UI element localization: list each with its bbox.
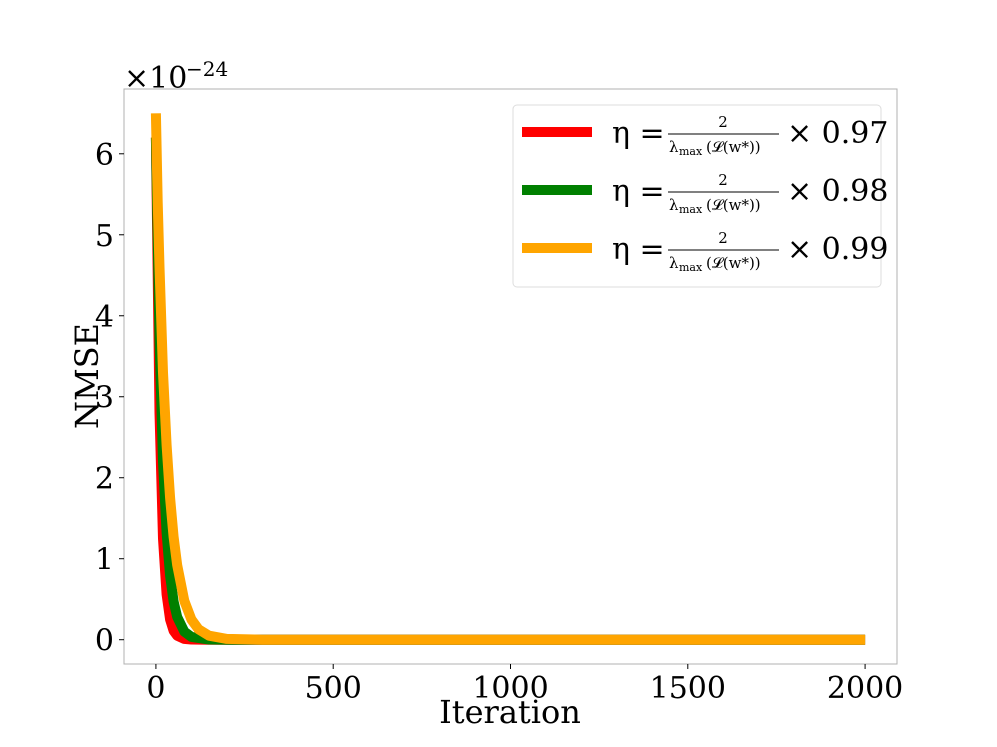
legend-factor: × 0.99: [787, 232, 888, 267]
y-axis-ticks: 0 1 2 3 4 5 6: [95, 138, 124, 659]
legend-lambda-subscript: max: [679, 203, 703, 216]
legend-eta: η =: [612, 174, 665, 209]
legend-entry-1: η = 2 λ max (𝓛(w*)) × 0.97: [522, 113, 888, 158]
legend-entries: η = 2λ max (𝓛(w*)) × 0.97η = 2λ max (𝓛(w*)) × 0.…: [522, 113, 888, 274]
y-tick-label: 1: [95, 543, 114, 578]
legend-argument: (𝓛(w*)): [706, 254, 761, 272]
legend-lambda: λ: [669, 138, 679, 156]
y-tick-label: 3: [95, 381, 114, 416]
legend: η = 2λ max (𝓛(w*)) × 0.97η = 2λ max (𝓛(w*)) × 0.…: [512, 104, 888, 288]
legend-entry-2: η = 2 λ max (𝓛(w*)) × 0.98: [522, 171, 888, 216]
legend-lambda-subscript: max: [679, 145, 703, 158]
y-axis-label: NMSE: [68, 323, 106, 429]
y-tick-label: 0: [95, 624, 114, 659]
legend-entry-3: η = 2 λ max (𝓛(w*)) × 0.99: [522, 229, 888, 274]
legend-eta: η =: [612, 232, 665, 267]
x-tick-label: 2000: [827, 671, 903, 706]
x-tick-label: 500: [305, 671, 362, 706]
y-tick-label: 5: [95, 219, 114, 254]
y-tick-label: 4: [95, 300, 114, 335]
x-tick-label: 1500: [650, 671, 726, 706]
y-tick-label: 2: [95, 462, 114, 497]
legend-numerator: 2: [718, 229, 728, 247]
legend-lambda: λ: [669, 254, 679, 272]
x-tick-label: 0: [146, 671, 165, 706]
legend-numerator: 2: [718, 171, 728, 189]
y-multiplier-exponent: −24: [186, 57, 228, 81]
y-multiplier-base: ×10: [124, 61, 187, 96]
legend-box: [512, 104, 882, 288]
legend-lambda: λ: [669, 196, 679, 214]
x-tick-label: 1000: [472, 671, 548, 706]
legend-numerator: 2: [718, 113, 728, 131]
legend-factor: × 0.97: [787, 116, 888, 151]
x-axis-label: Iteration: [439, 693, 581, 731]
series-line-3: [150, 113, 866, 645]
series-layer: [150, 113, 866, 645]
legend-argument: (𝓛(w*)): [706, 196, 761, 214]
legend-eta: η =: [612, 116, 665, 151]
legend-lambda-subscript: max: [679, 261, 703, 274]
x-axis-ticks: 0 500 1000 1500 2000: [146, 664, 903, 706]
y-tick-label: 6: [95, 138, 114, 173]
legend-argument: (𝓛(w*)): [706, 138, 761, 156]
legend-factor: × 0.98: [787, 174, 888, 209]
